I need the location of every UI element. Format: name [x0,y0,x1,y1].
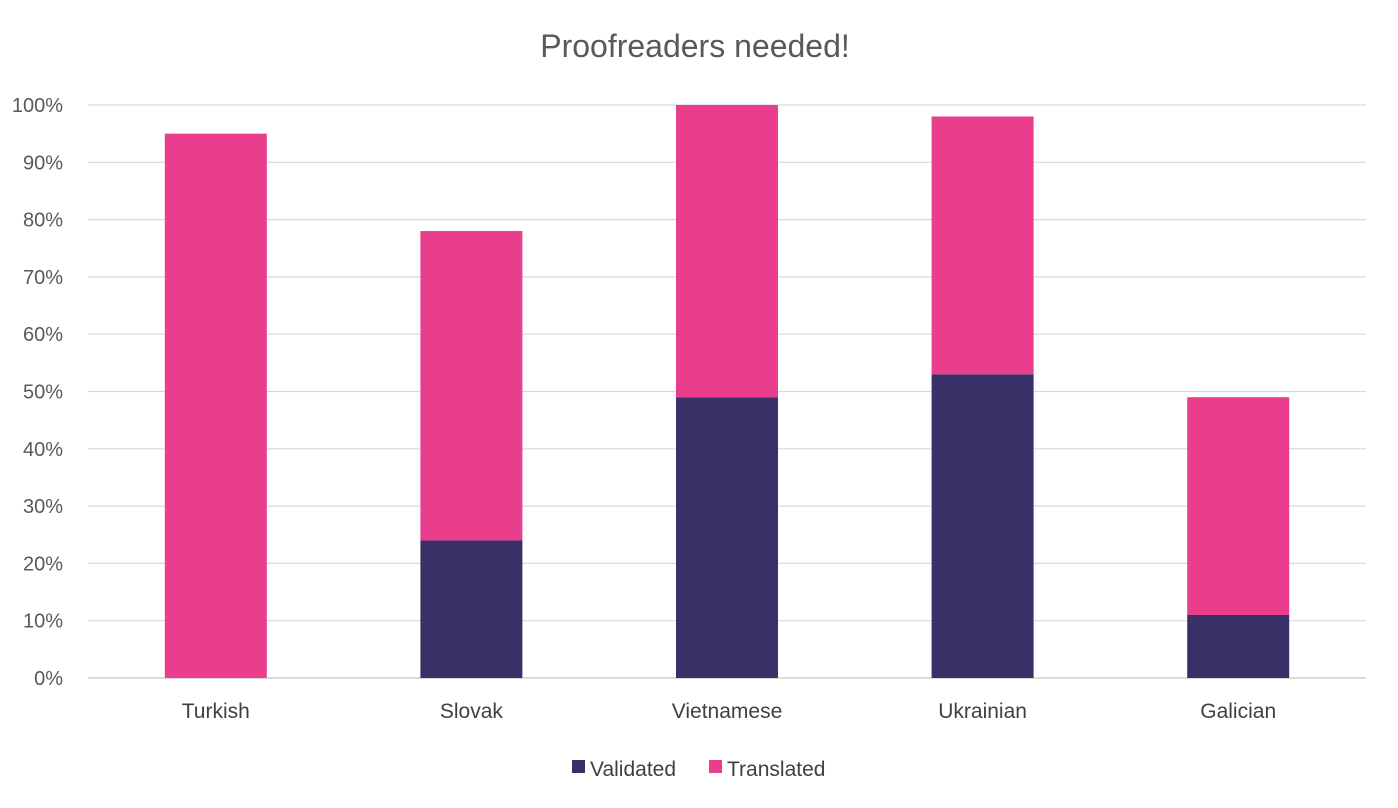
legend: Validated Translated [572,758,825,781]
y-tick-label: 70% [23,267,63,289]
y-tick-label: 90% [23,152,63,174]
bar-validated-ukrainian [931,374,1034,678]
y-axis-tick-labels: 0% 10% 20% 30% 40% 50% 60% 70% 80% 90% 100% [12,95,63,690]
bar-translated-galician [1187,397,1290,615]
bar-translated-ukrainian [931,116,1034,375]
y-tick-label: 30% [23,496,63,518]
legend-swatch-translated [709,760,722,773]
x-category-label: Ukrainian [938,700,1027,723]
y-tick-label: 50% [23,382,63,404]
legend-label-validated: Validated [590,758,676,781]
y-tick-label: 60% [23,324,63,346]
x-axis-category-labels: Turkish Slovak Vietnamese Ukrainian Galician [182,700,1276,723]
bar-translated-slovak [420,231,523,541]
y-tick-label: 40% [23,439,63,461]
x-category-label: Galician [1200,700,1276,723]
legend-label-translated: Translated [727,758,825,781]
y-tick-label: 20% [23,553,63,575]
y-tick-label: 10% [23,611,63,633]
x-category-label: Slovak [440,700,504,723]
y-tick-label: 0% [34,668,63,690]
bar-validated-slovak [420,540,523,678]
bar-validated-galician [1187,614,1290,678]
legend-swatch-validated [572,760,585,773]
x-category-label: Vietnamese [672,700,783,723]
x-category-label: Turkish [182,700,250,723]
bar-translated-vietnamese [676,105,778,398]
y-tick-label: 80% [23,210,63,232]
bars [164,105,1290,678]
y-tick-label: 100% [12,95,63,117]
bar-translated-turkish [164,133,267,678]
bar-validated-vietnamese [676,397,778,678]
chart-title: Proofreaders needed! [540,28,850,64]
